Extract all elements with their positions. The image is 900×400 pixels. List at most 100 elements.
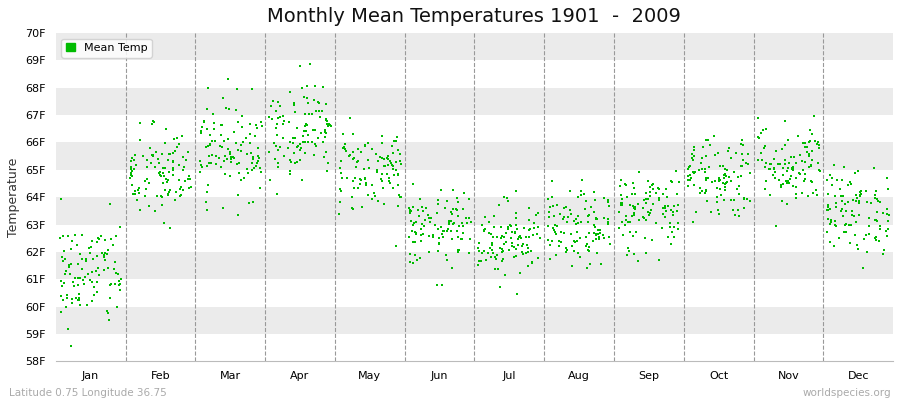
Point xyxy=(639,196,653,202)
Point xyxy=(565,243,580,250)
Point xyxy=(62,262,77,268)
Point xyxy=(619,213,634,220)
Point xyxy=(451,213,465,219)
Point xyxy=(200,126,214,132)
Point xyxy=(124,158,139,164)
Point xyxy=(670,191,684,197)
Point xyxy=(494,234,508,241)
Point xyxy=(683,177,698,183)
Point xyxy=(313,114,328,120)
Point xyxy=(417,223,431,229)
Point xyxy=(757,145,771,151)
Point xyxy=(445,210,459,217)
Point xyxy=(587,230,601,236)
Point xyxy=(182,172,196,179)
Point xyxy=(251,145,266,151)
Point xyxy=(636,214,651,220)
Point xyxy=(477,227,491,234)
Point xyxy=(544,238,559,244)
Point xyxy=(626,212,641,218)
Point xyxy=(212,155,227,161)
Point xyxy=(734,163,748,169)
Point xyxy=(374,170,389,177)
Point xyxy=(850,195,864,201)
Point xyxy=(235,113,249,119)
Point xyxy=(138,177,152,184)
Point xyxy=(112,278,126,284)
Point xyxy=(734,137,749,143)
Point xyxy=(292,146,307,153)
Point xyxy=(555,216,570,222)
Point xyxy=(197,119,211,126)
Point xyxy=(373,154,387,160)
Point xyxy=(736,157,751,163)
Point xyxy=(184,184,198,191)
Point xyxy=(878,227,893,234)
Point xyxy=(132,120,147,126)
Point xyxy=(755,127,770,134)
Point xyxy=(63,343,77,350)
Point xyxy=(554,239,569,246)
Point xyxy=(810,139,824,146)
Point xyxy=(488,266,502,272)
Point xyxy=(172,177,186,184)
Point xyxy=(811,159,825,166)
Point xyxy=(569,221,583,227)
Point xyxy=(572,254,587,260)
Point xyxy=(472,248,487,255)
Point xyxy=(243,139,257,146)
Point xyxy=(336,144,350,151)
Point xyxy=(784,173,798,180)
Point xyxy=(200,206,214,213)
Point xyxy=(349,164,364,170)
Point xyxy=(285,140,300,146)
Point xyxy=(140,157,155,163)
Point xyxy=(295,139,310,146)
Point xyxy=(182,184,196,191)
Point xyxy=(358,180,373,186)
Point xyxy=(798,144,813,150)
Point xyxy=(868,194,883,201)
Point xyxy=(868,237,883,243)
Point xyxy=(181,176,195,182)
Point xyxy=(713,177,727,183)
Point xyxy=(324,122,338,129)
Point xyxy=(813,168,827,174)
Point xyxy=(311,100,326,107)
Point xyxy=(698,188,713,194)
Point xyxy=(626,212,640,219)
Point xyxy=(65,300,79,306)
Point xyxy=(128,191,142,198)
Point xyxy=(444,208,458,215)
Point xyxy=(742,170,757,176)
Point xyxy=(248,133,262,139)
Point xyxy=(882,212,896,218)
Point xyxy=(726,168,741,175)
Point xyxy=(57,248,71,254)
Point xyxy=(507,244,521,250)
Point xyxy=(797,176,812,182)
Point xyxy=(162,189,176,195)
Point xyxy=(612,208,626,215)
Point xyxy=(75,255,89,262)
Point xyxy=(357,142,372,148)
Point xyxy=(146,153,160,159)
Point xyxy=(627,206,642,212)
Point xyxy=(515,242,529,249)
Point xyxy=(802,164,816,170)
Point xyxy=(852,212,867,218)
Point xyxy=(549,231,563,238)
Point xyxy=(508,229,522,236)
Point xyxy=(142,180,157,186)
Point xyxy=(365,182,380,188)
Point xyxy=(221,146,236,152)
Point xyxy=(848,170,862,176)
Point xyxy=(241,170,256,176)
Point xyxy=(384,160,399,166)
Point xyxy=(725,207,740,213)
Point xyxy=(491,266,506,272)
Point xyxy=(786,165,800,171)
Point xyxy=(843,179,858,185)
Point xyxy=(223,151,238,157)
Point xyxy=(693,190,707,196)
